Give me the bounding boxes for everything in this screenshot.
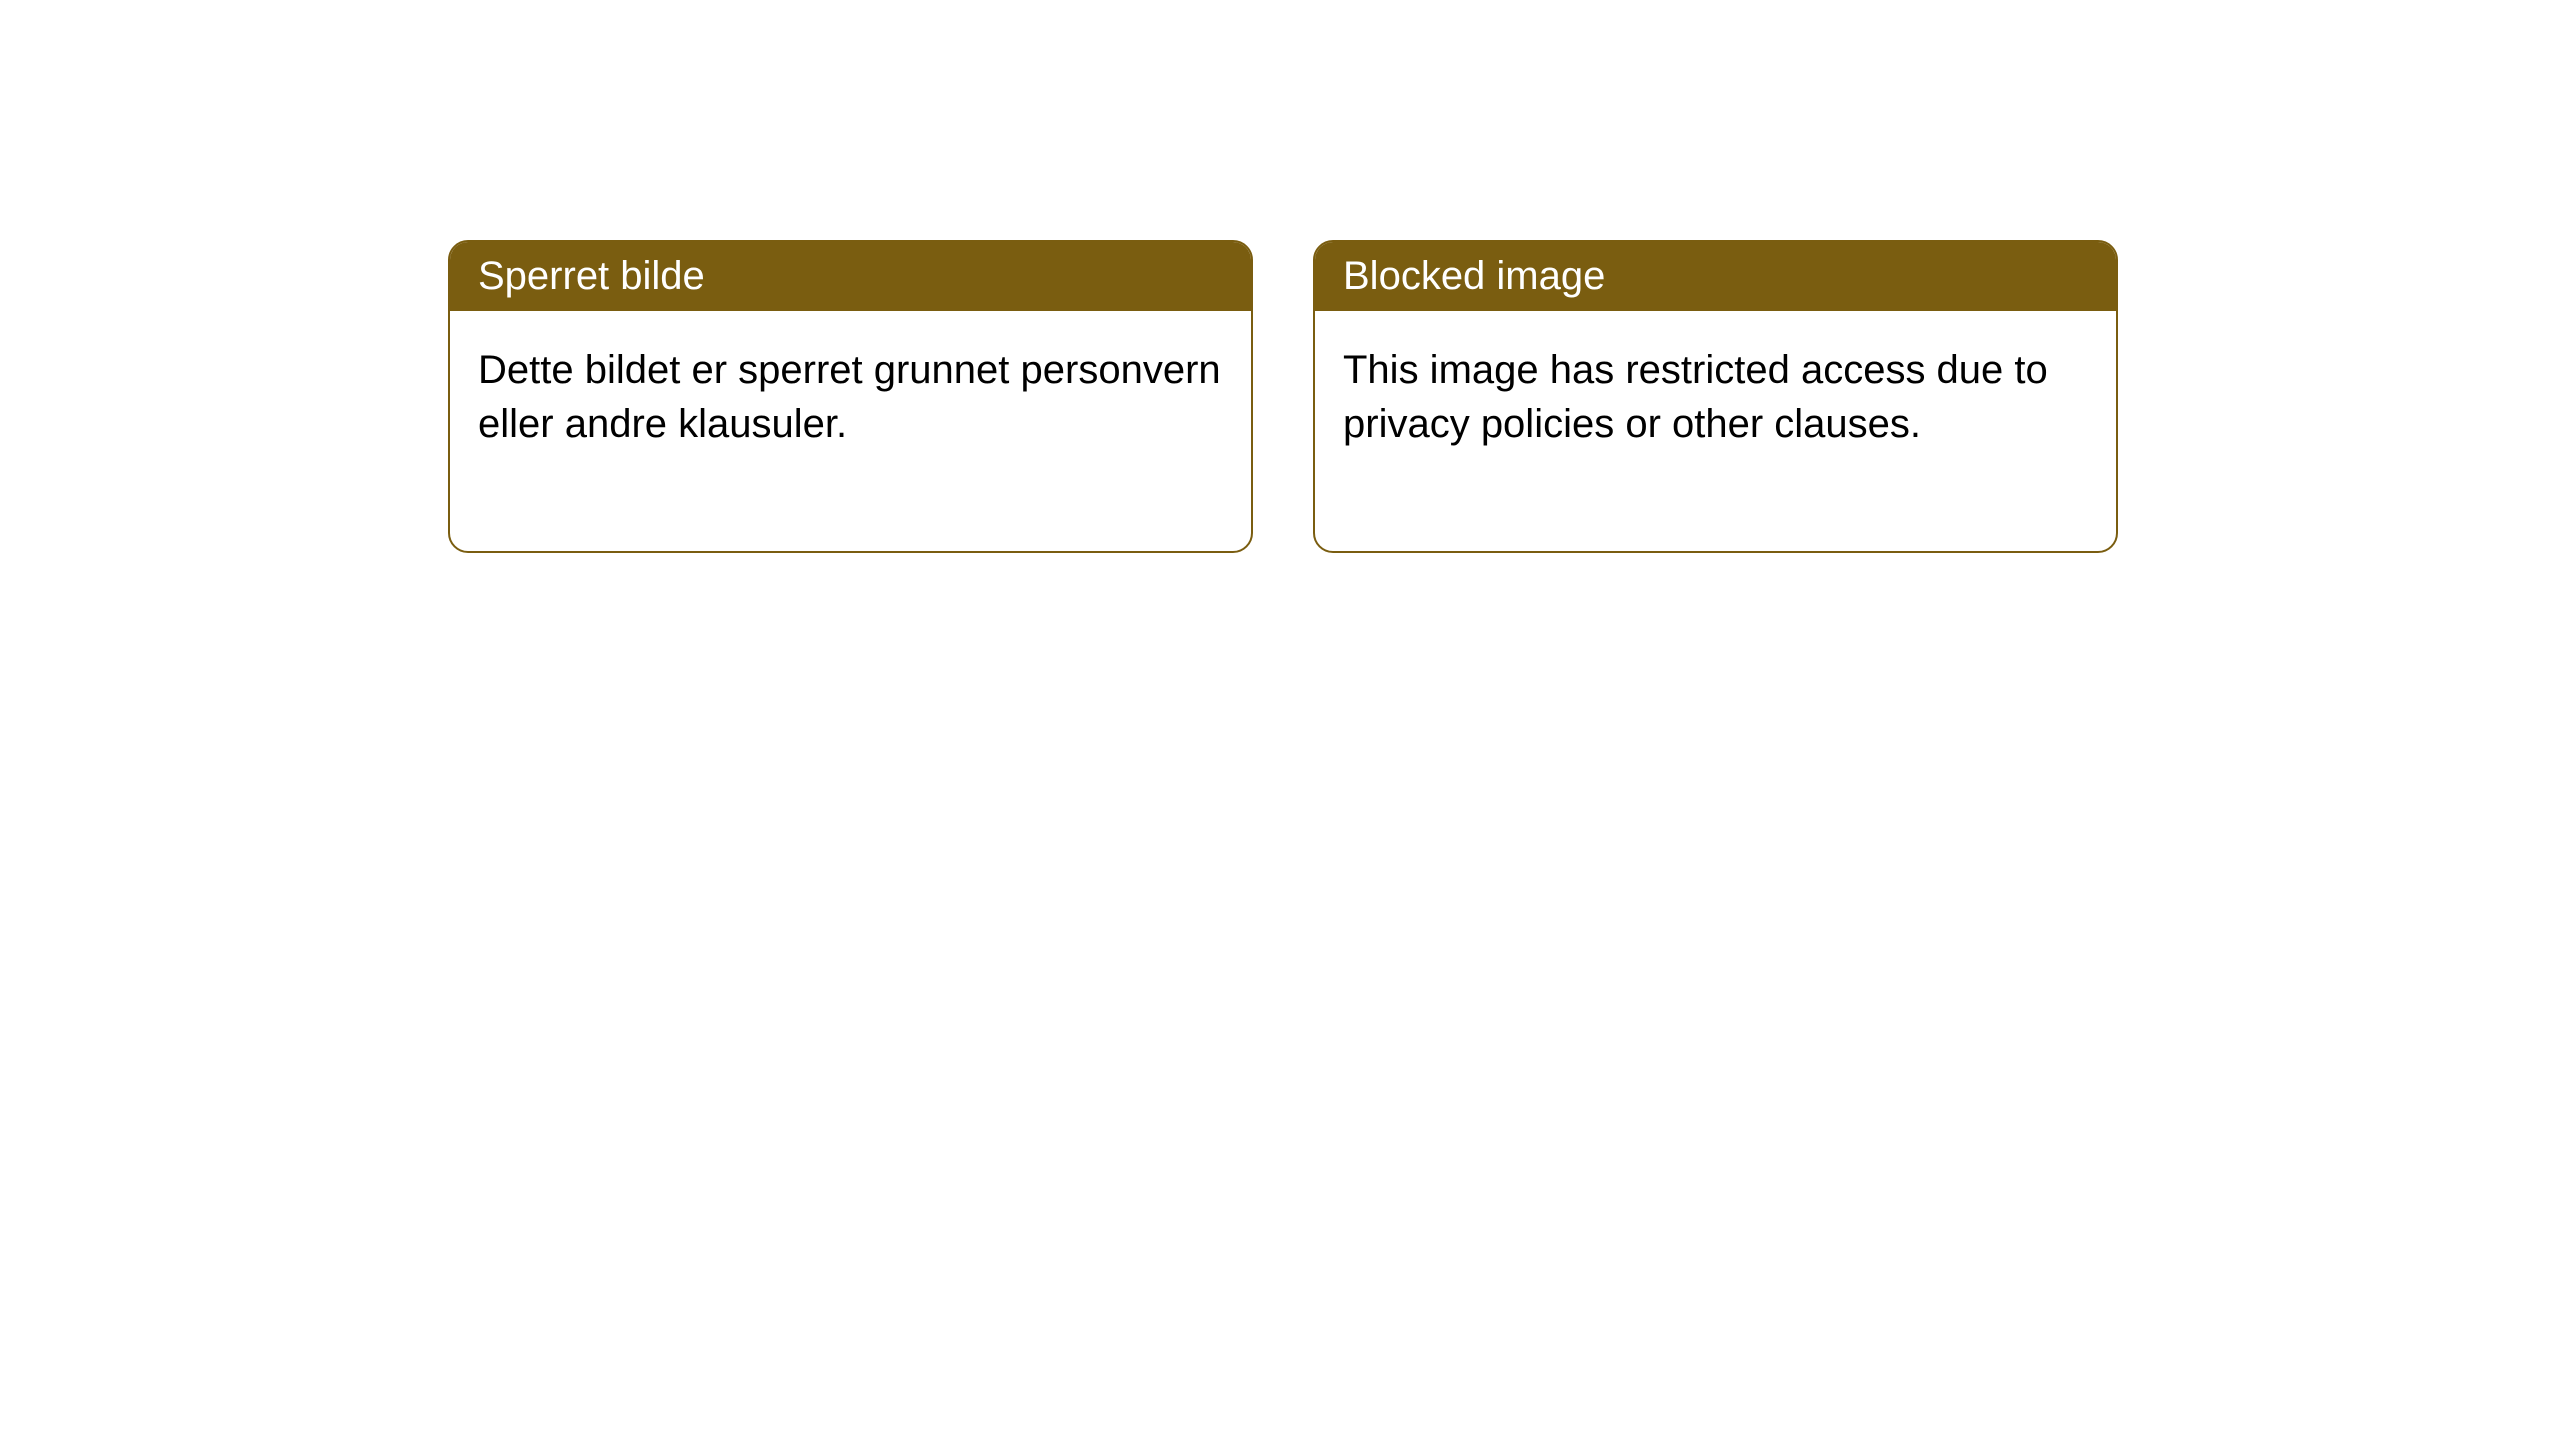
blocked-image-card-en: Blocked image This image has restricted … — [1313, 240, 2118, 553]
card-body-text-en: This image has restricted access due to … — [1343, 348, 2048, 446]
card-body-no: Dette bildet er sperret grunnet personve… — [450, 311, 1251, 551]
card-title-en: Blocked image — [1343, 254, 1605, 298]
blocked-image-card-no: Sperret bilde Dette bildet er sperret gr… — [448, 240, 1253, 553]
card-body-en: This image has restricted access due to … — [1315, 311, 2116, 551]
cards-container: Sperret bilde Dette bildet er sperret gr… — [448, 240, 2118, 553]
card-header-no: Sperret bilde — [450, 242, 1251, 311]
card-body-text-no: Dette bildet er sperret grunnet personve… — [478, 348, 1221, 446]
card-header-en: Blocked image — [1315, 242, 2116, 311]
card-title-no: Sperret bilde — [478, 254, 705, 298]
